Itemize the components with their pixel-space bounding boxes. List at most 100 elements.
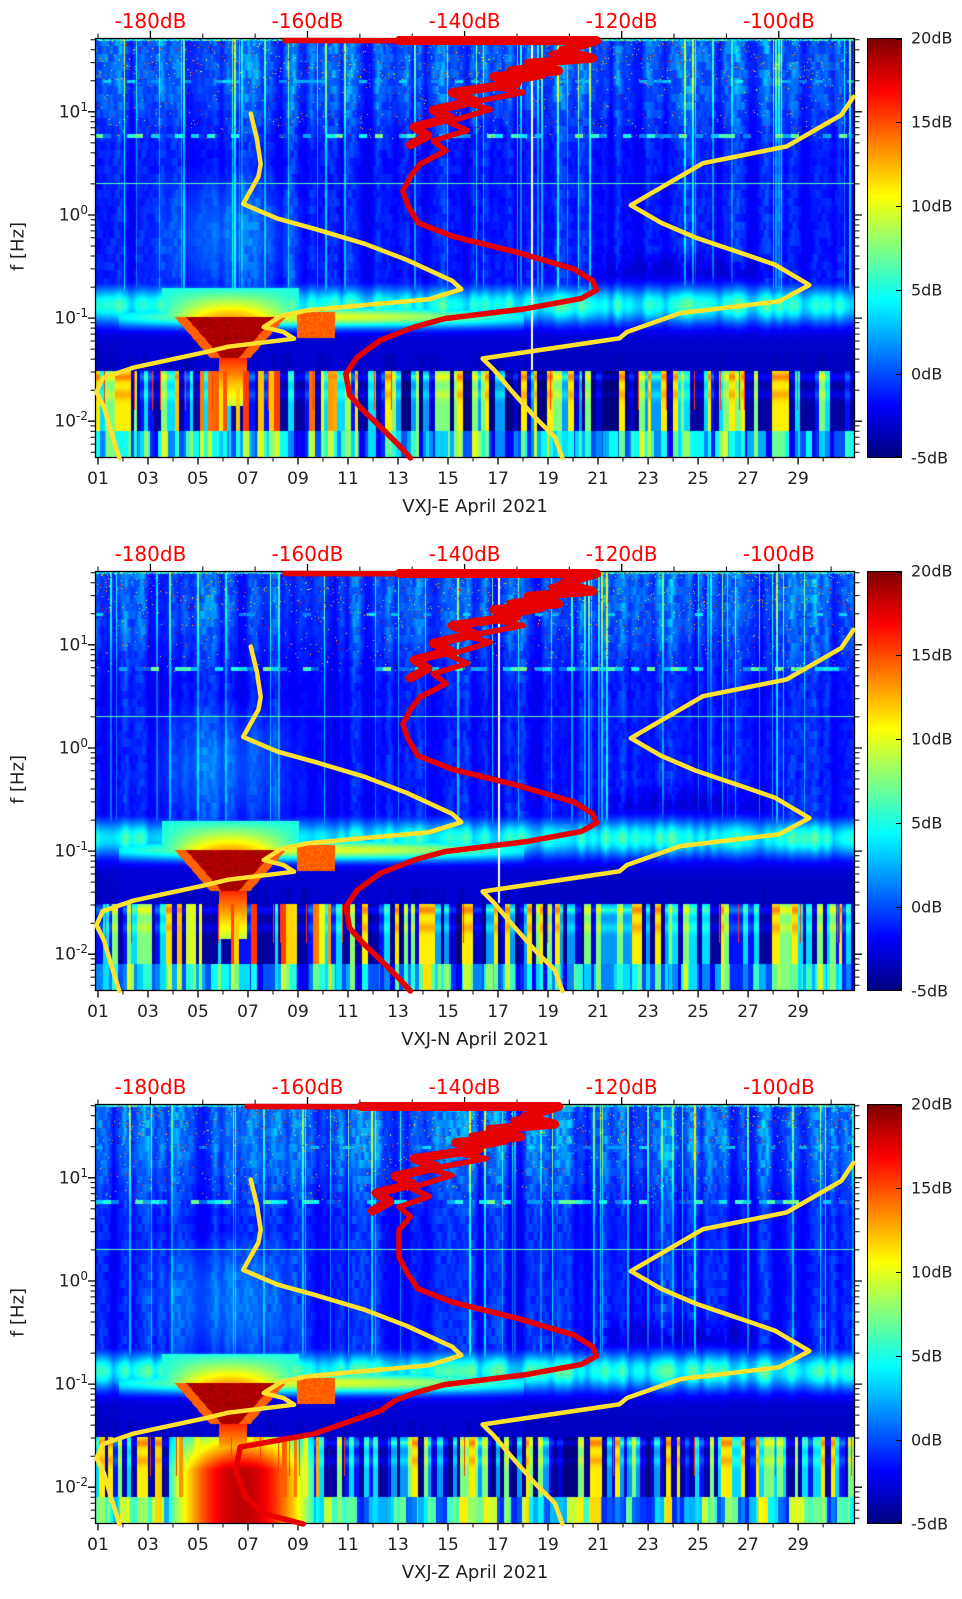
colorbar-tick [896,1440,901,1441]
top-axis-label: -180dB [114,1075,187,1099]
x-tick-label: 19 [537,469,559,489]
top-axis-label: -140dB [428,9,501,33]
y-tick-exponent: -2 [76,942,88,957]
x-tick-label: 23 [637,1002,659,1022]
x-tick-label: 25 [687,1002,709,1022]
y-tick-exponent: 0 [80,735,88,750]
colorbar-gradient [868,39,901,457]
colorbar-tick-label: -5dB [911,448,949,468]
y-tick-label: 100 [0,203,88,226]
x-tick-label: 21 [587,469,609,489]
colorbar-tick [896,1522,901,1523]
colorbar-tick-label: 15dB [911,1178,953,1198]
minor-ticks [90,33,860,462]
yellow-curve-left [94,111,464,461]
colorbar-tick-label: 15dB [911,645,953,665]
top-axis-label: -140dB [428,542,501,566]
x-tick-label: 13 [387,1535,409,1555]
top-axis-label: -100dB [742,542,815,566]
y-tick-base: 10 [58,738,81,759]
y-tick-label: 10-1 [0,1372,88,1395]
colorbar-tick [896,907,901,908]
x-tick-label: 07 [237,1002,259,1022]
top-axis-label: -120dB [585,1075,658,1099]
x-tick-label: 19 [537,1002,559,1022]
x-tick-label: 05 [187,469,209,489]
y-tick-exponent: -1 [76,839,88,854]
y-tick-exponent: -1 [76,1372,88,1387]
colorbar-gradient [868,1105,901,1523]
y-tick-base: 10 [54,308,77,329]
plot-overlay [88,1097,862,1531]
y-tick-exponent: 0 [80,1268,88,1283]
y-tick-exponent: -2 [76,409,88,424]
colorbar-tick [896,1356,901,1357]
colorbar-tick [896,989,901,990]
colorbar-tick [896,374,901,375]
x-tick-label: 07 [237,1535,259,1555]
x-tick-label: 17 [487,469,509,489]
red-curve-main [232,1103,600,1527]
x-tick-label: 29 [787,469,809,489]
colorbar-tick [896,1105,901,1106]
colorbar [867,38,902,458]
colorbar-tick-label: -5dB [911,1514,949,1534]
plot-box [94,1103,856,1525]
x-tick-label: 13 [387,469,409,489]
x-tick-label: 25 [687,469,709,489]
x-tick-label: 03 [137,469,159,489]
y-tick-label: 100 [0,736,88,759]
major-ticks [88,31,862,465]
x-tick-label: 07 [237,469,259,489]
y-tick-label: 10-2 [0,1475,88,1498]
colorbar-tick-label: 5dB [911,280,943,300]
colorbar-tick [896,1188,901,1189]
panel-title: VXJ-N April 2021 [401,1029,549,1050]
top-axis-label: -100dB [742,9,815,33]
y-tick-base: 10 [58,1271,81,1292]
x-tick-label: 19 [537,1535,559,1555]
x-tick-label: 21 [587,1002,609,1022]
y-tick-exponent: 1 [80,1165,88,1180]
x-tick-label: 27 [737,1002,759,1022]
x-tick-label: 23 [637,1535,659,1555]
y-tick-label: 100 [0,1269,88,1292]
x-tick-label: 15 [437,469,459,489]
x-tick-label: 27 [737,469,759,489]
minor-ticks [90,1099,860,1528]
top-axis-label: -120dB [585,9,658,33]
colorbar-tick-label: 5dB [911,813,943,833]
y-tick-base: 10 [54,1477,77,1498]
plot-overlay [88,31,862,465]
x-tick-label: 09 [287,1535,309,1555]
major-ticks [88,564,862,998]
x-tick-label: 17 [487,1002,509,1022]
y-tick-base: 10 [58,635,81,656]
x-tick-label: 13 [387,1002,409,1022]
colorbar-tick [896,206,901,207]
x-tick-label: 11 [337,1002,359,1022]
top-axis-label: -100dB [742,1075,815,1099]
x-tick-label: 17 [487,1535,509,1555]
y-tick-base: 10 [54,411,77,432]
y-tick-base: 10 [54,1374,77,1395]
y-tick-base: 10 [58,1168,81,1189]
colorbar-gradient [868,572,901,990]
top-axis-label: -140dB [428,1075,501,1099]
x-tick-label: 05 [187,1002,209,1022]
top-axis-label: -120dB [585,542,658,566]
x-tick-label: 01 [87,469,109,489]
x-tick-label: 03 [137,1535,159,1555]
panel-title: VXJ-E April 2021 [402,496,548,517]
colorbar-tick-label: -5dB [911,981,949,1001]
minor-ticks [90,566,860,995]
colorbar-tick [896,823,901,824]
x-tick-label: 03 [137,1002,159,1022]
yellow-curve-right [480,627,856,994]
colorbar-tick-label: 10dB [911,196,953,216]
x-tick-label: 25 [687,1535,709,1555]
x-tick-label: 05 [187,1535,209,1555]
red-curve-main [282,37,600,461]
yellow-curve-right [480,94,856,461]
